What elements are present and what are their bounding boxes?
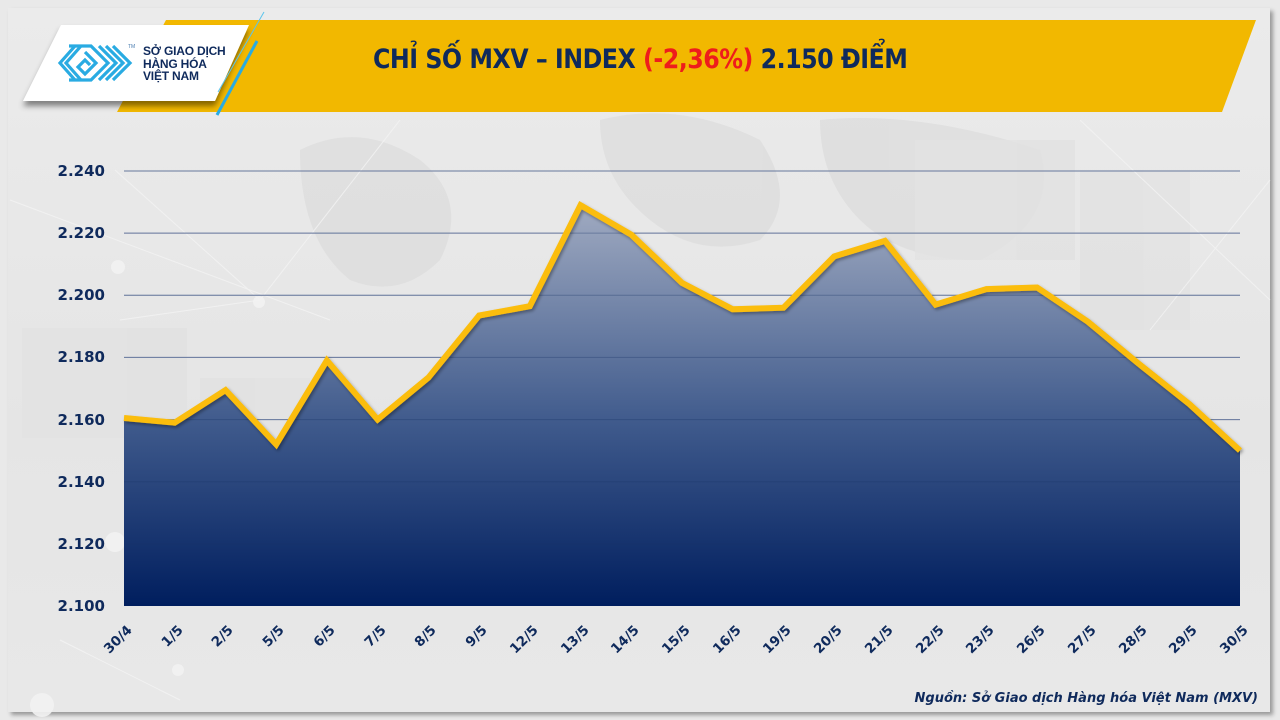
y-tick-label: 2.220 bbox=[57, 224, 105, 243]
y-tick-label: 2.140 bbox=[57, 472, 105, 491]
logo-line-1: SỞ GIAO DỊCH bbox=[143, 44, 226, 58]
trademark-symbol: TM bbox=[128, 44, 136, 50]
y-tick-label: 2.240 bbox=[57, 162, 105, 180]
y-tick-label: 2.180 bbox=[57, 348, 105, 367]
y-tick-label: 2.160 bbox=[57, 410, 105, 429]
mxv-logo-icon bbox=[57, 44, 133, 82]
title-change-percent: (-2,36%) bbox=[643, 44, 753, 75]
y-tick-label: 2.100 bbox=[57, 597, 105, 615]
logo-card bbox=[23, 25, 249, 101]
y-tick-label: 2.200 bbox=[57, 286, 105, 305]
header-banner bbox=[23, 11, 1256, 116]
y-tick-label: 2.120 bbox=[57, 534, 105, 553]
title-suffix: 2.150 ĐIỂM bbox=[752, 44, 908, 75]
title-prefix: CHỈ SỐ MXV – INDEX bbox=[373, 44, 644, 75]
logo-line-3: VIỆT NAM bbox=[143, 69, 199, 83]
series-line bbox=[123, 201, 1243, 453]
source-note: Nguồn: Sở Giao dịch Hàng hóa Việt Nam (M… bbox=[914, 691, 1258, 706]
title-banner-background bbox=[117, 20, 1256, 112]
chart-title: CHỈ SỐ MXV – INDEX (-2,36%) 2.150 ĐIỂM bbox=[373, 44, 908, 84]
logo-wordmark: SỞ GIAO DỊCH HÀNG HÓA VIỆT NAM bbox=[143, 45, 226, 83]
area-fill bbox=[124, 205, 1240, 606]
logo-line-2: HÀNG HÓA bbox=[143, 56, 207, 71]
